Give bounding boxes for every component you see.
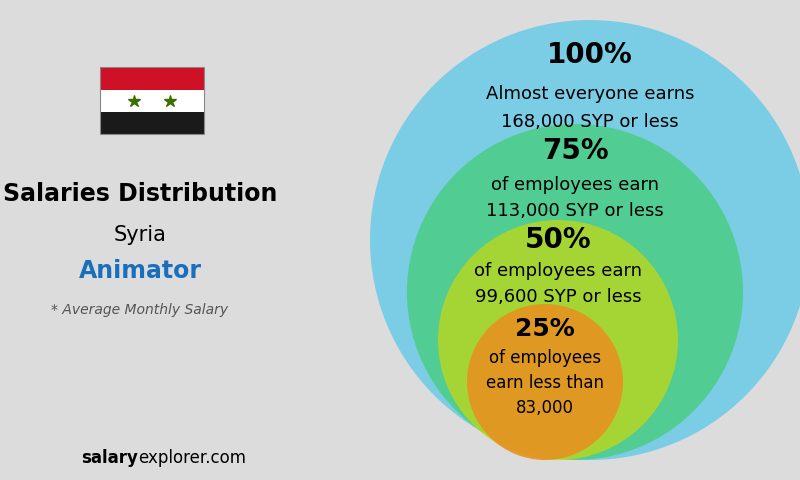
Text: explorer.com: explorer.com	[138, 449, 246, 468]
Text: salary: salary	[81, 449, 138, 468]
Text: of employees earn: of employees earn	[491, 176, 659, 194]
Text: 100%: 100%	[547, 41, 633, 69]
Text: Animator: Animator	[78, 259, 202, 283]
Text: Syria: Syria	[114, 225, 166, 245]
Text: of employees: of employees	[489, 348, 601, 367]
Text: of employees earn: of employees earn	[474, 262, 642, 280]
Bar	[100, 67, 204, 134]
Text: 168,000 SYP or less: 168,000 SYP or less	[501, 113, 679, 132]
Text: 25%: 25%	[515, 317, 575, 341]
Text: 113,000 SYP or less: 113,000 SYP or less	[486, 202, 664, 220]
Text: Almost everyone earns: Almost everyone earns	[486, 84, 694, 103]
Bar	[100, 112, 204, 134]
Circle shape	[438, 220, 678, 460]
Circle shape	[467, 304, 623, 460]
Text: 83,000: 83,000	[516, 399, 574, 417]
Bar	[100, 67, 204, 90]
Circle shape	[407, 124, 743, 460]
Text: 99,600 SYP or less: 99,600 SYP or less	[474, 288, 642, 306]
Text: 50%: 50%	[525, 226, 591, 254]
Text: earn less than: earn less than	[486, 374, 604, 392]
Text: 75%: 75%	[542, 137, 608, 165]
Bar	[100, 90, 204, 112]
Text: * Average Monthly Salary: * Average Monthly Salary	[51, 302, 229, 317]
Circle shape	[370, 20, 800, 460]
Text: Salaries Distribution: Salaries Distribution	[3, 182, 277, 206]
